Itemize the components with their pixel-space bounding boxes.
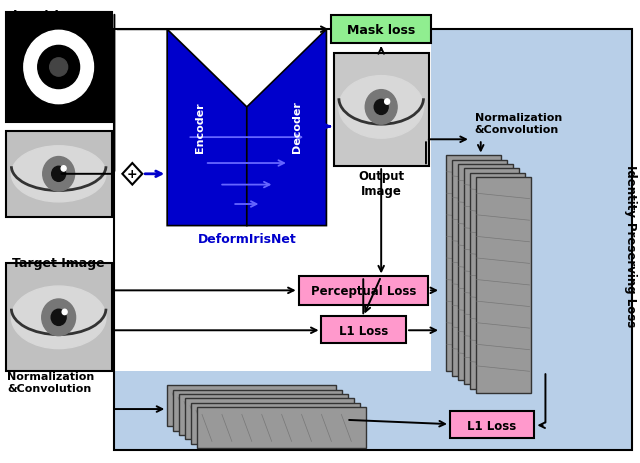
Bar — [332, 16, 431, 44]
Text: Output
Image: Output Image — [358, 170, 404, 198]
Bar — [299, 277, 428, 306]
Bar — [6, 131, 113, 218]
Ellipse shape — [12, 146, 106, 202]
Text: Input Images: Input Images — [13, 9, 105, 22]
Bar — [185, 398, 355, 439]
Polygon shape — [167, 30, 247, 226]
Bar — [464, 169, 518, 384]
Ellipse shape — [12, 287, 106, 349]
Ellipse shape — [365, 90, 397, 125]
Ellipse shape — [42, 300, 76, 336]
Text: Decoder: Decoder — [292, 101, 301, 153]
Bar — [173, 390, 342, 431]
Text: Encoder: Encoder — [195, 102, 205, 152]
Bar — [6, 264, 113, 371]
Bar — [115, 371, 431, 450]
Bar — [115, 30, 632, 450]
Text: L1 Loss: L1 Loss — [467, 419, 516, 432]
Ellipse shape — [24, 31, 93, 105]
Ellipse shape — [52, 167, 66, 182]
Ellipse shape — [61, 166, 66, 172]
Ellipse shape — [38, 46, 79, 89]
Bar — [470, 173, 525, 389]
Bar — [321, 317, 406, 344]
Polygon shape — [122, 163, 142, 185]
Ellipse shape — [50, 59, 68, 77]
Text: Normalization
&Convolution: Normalization &Convolution — [7, 371, 94, 393]
Text: Identity-Preserving Loss: Identity-Preserving Loss — [623, 164, 637, 326]
Text: Target Image: Target Image — [12, 256, 105, 269]
Ellipse shape — [62, 310, 67, 315]
Bar — [431, 30, 632, 450]
Ellipse shape — [51, 310, 66, 325]
Text: Perceptual Loss: Perceptual Loss — [310, 284, 416, 297]
Bar — [452, 161, 507, 376]
Bar — [167, 386, 337, 426]
Bar — [197, 407, 366, 448]
Ellipse shape — [339, 76, 424, 139]
Bar — [458, 165, 513, 380]
Text: DeformIrisNet: DeformIrisNet — [197, 232, 296, 245]
Ellipse shape — [385, 100, 390, 105]
Bar — [191, 403, 360, 444]
Text: +: + — [127, 168, 138, 181]
Bar — [334, 54, 429, 167]
Bar — [450, 411, 534, 438]
Bar — [6, 13, 113, 123]
Bar — [476, 178, 531, 393]
Text: Normalization
&Convolution: Normalization &Convolution — [475, 113, 562, 135]
Text: Mask loss: Mask loss — [347, 24, 415, 37]
Ellipse shape — [43, 157, 75, 192]
Bar — [446, 156, 500, 371]
Bar — [179, 394, 348, 435]
Ellipse shape — [374, 100, 388, 115]
Text: L1 Loss: L1 Loss — [339, 324, 388, 337]
Polygon shape — [247, 30, 326, 226]
